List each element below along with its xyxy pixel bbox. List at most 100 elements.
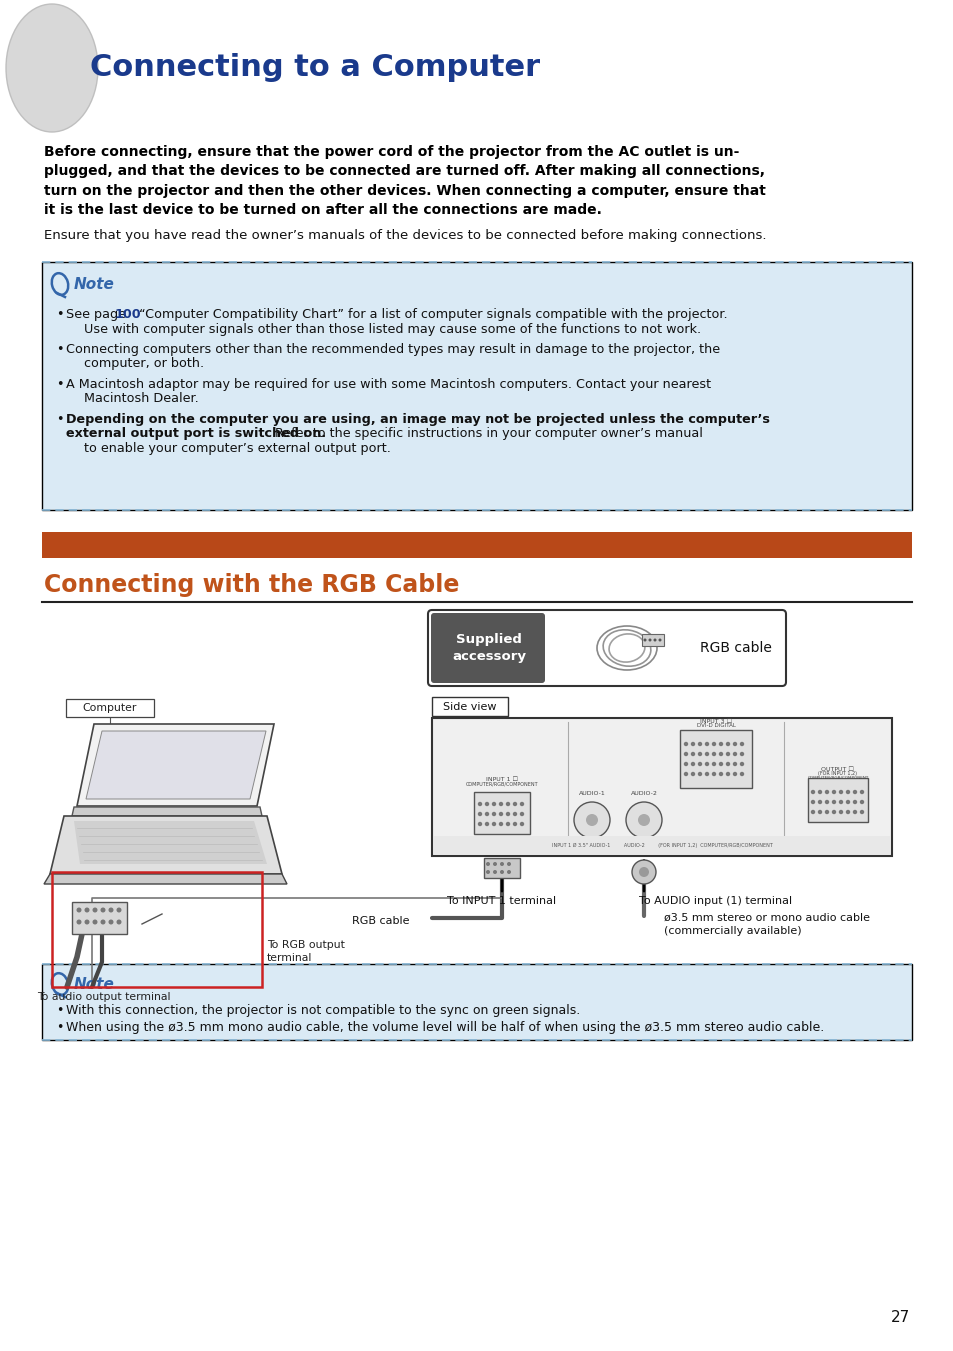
Circle shape <box>477 801 481 807</box>
Circle shape <box>499 870 503 874</box>
Circle shape <box>711 742 716 746</box>
Circle shape <box>109 908 113 912</box>
Text: to enable your computer’s external output port.: to enable your computer’s external outpu… <box>84 442 391 455</box>
Circle shape <box>513 821 517 827</box>
Text: external output port is switched on.: external output port is switched on. <box>66 427 326 440</box>
Circle shape <box>116 908 121 912</box>
Polygon shape <box>74 821 267 865</box>
Text: Connecting computers other than the recommended types may result in damage to th: Connecting computers other than the reco… <box>66 343 720 357</box>
Circle shape <box>704 742 708 746</box>
Text: plugged, and that the devices to be connected are turned off. After making all c: plugged, and that the devices to be conn… <box>44 165 764 178</box>
Circle shape <box>492 812 496 816</box>
Bar <box>807 778 867 821</box>
Circle shape <box>100 920 106 924</box>
Circle shape <box>519 801 523 807</box>
Circle shape <box>732 742 737 746</box>
Circle shape <box>817 809 821 815</box>
Circle shape <box>711 771 716 777</box>
Circle shape <box>845 790 849 794</box>
Text: To RGB output
terminal: To RGB output terminal <box>267 940 345 963</box>
Polygon shape <box>71 807 262 816</box>
Circle shape <box>683 771 687 777</box>
Circle shape <box>838 800 842 804</box>
Text: A Macintosh adaptor may be required for use with some Macintosh computers. Conta: A Macintosh adaptor may be required for … <box>66 378 710 390</box>
Text: INPUT 1 ☐: INPUT 1 ☐ <box>485 777 517 782</box>
Text: Connecting to a Computer: Connecting to a Computer <box>90 54 539 82</box>
Circle shape <box>643 639 646 642</box>
Text: Depending on the computer you are using, an image may not be projected unless th: Depending on the computer you are using,… <box>66 413 769 426</box>
Circle shape <box>718 771 722 777</box>
Circle shape <box>831 790 836 794</box>
Text: •: • <box>56 343 64 357</box>
Bar <box>679 730 751 788</box>
Circle shape <box>76 920 81 924</box>
Circle shape <box>697 762 701 766</box>
Text: RGB cable: RGB cable <box>700 640 771 655</box>
Bar <box>42 532 911 558</box>
Text: Connecting with the RGB Cable: Connecting with the RGB Cable <box>44 573 459 597</box>
Circle shape <box>725 751 729 757</box>
Circle shape <box>574 802 609 838</box>
Circle shape <box>638 815 649 825</box>
Circle shape <box>631 861 656 884</box>
Bar <box>432 717 891 857</box>
Circle shape <box>492 821 496 827</box>
FancyBboxPatch shape <box>431 613 544 684</box>
Circle shape <box>499 862 503 866</box>
Circle shape <box>739 762 743 766</box>
Circle shape <box>484 821 489 827</box>
Circle shape <box>92 920 97 924</box>
Circle shape <box>831 800 836 804</box>
Circle shape <box>845 809 849 815</box>
Circle shape <box>109 920 113 924</box>
Text: •: • <box>56 1021 63 1034</box>
Circle shape <box>824 800 828 804</box>
Circle shape <box>683 742 687 746</box>
Text: Macintosh Dealer.: Macintosh Dealer. <box>84 393 198 405</box>
Circle shape <box>711 751 716 757</box>
Circle shape <box>484 801 489 807</box>
Text: Ensure that you have read the owner’s manuals of the devices to be connected bef: Ensure that you have read the owner’s ma… <box>44 230 765 242</box>
Text: •: • <box>56 378 64 390</box>
Text: AUDIO-1: AUDIO-1 <box>578 790 605 796</box>
Bar <box>474 792 530 834</box>
Circle shape <box>810 809 815 815</box>
Text: COMPUTER/RGB/COMPONENT: COMPUTER/RGB/COMPONENT <box>806 775 868 780</box>
Circle shape <box>831 809 836 815</box>
Text: Computer: Computer <box>83 703 137 713</box>
Circle shape <box>639 867 648 877</box>
Circle shape <box>817 790 821 794</box>
Text: RGB cable: RGB cable <box>352 916 409 925</box>
Circle shape <box>513 801 517 807</box>
Circle shape <box>493 870 497 874</box>
Text: (FOR INPUT 1,2): (FOR INPUT 1,2) <box>818 771 857 775</box>
Circle shape <box>625 802 661 838</box>
Circle shape <box>824 809 828 815</box>
Bar <box>432 697 507 716</box>
Circle shape <box>492 801 496 807</box>
Circle shape <box>485 870 490 874</box>
Circle shape <box>739 751 743 757</box>
Text: •: • <box>56 308 64 322</box>
Circle shape <box>838 809 842 815</box>
Circle shape <box>704 751 708 757</box>
Text: Note: Note <box>74 277 114 292</box>
Bar <box>52 871 262 988</box>
Circle shape <box>810 790 815 794</box>
Circle shape <box>704 762 708 766</box>
Circle shape <box>718 751 722 757</box>
Circle shape <box>506 870 511 874</box>
Text: 27: 27 <box>890 1310 909 1325</box>
Circle shape <box>477 821 481 827</box>
Text: AUDIO-2: AUDIO-2 <box>630 790 657 796</box>
Circle shape <box>732 771 737 777</box>
Circle shape <box>697 771 701 777</box>
Circle shape <box>585 815 598 825</box>
Circle shape <box>732 751 737 757</box>
Text: With this connection, the projector is not compatible to the sync on green signa: With this connection, the projector is n… <box>66 1004 579 1017</box>
Circle shape <box>817 800 821 804</box>
Circle shape <box>852 790 857 794</box>
Circle shape <box>519 812 523 816</box>
Circle shape <box>859 809 863 815</box>
Circle shape <box>484 812 489 816</box>
